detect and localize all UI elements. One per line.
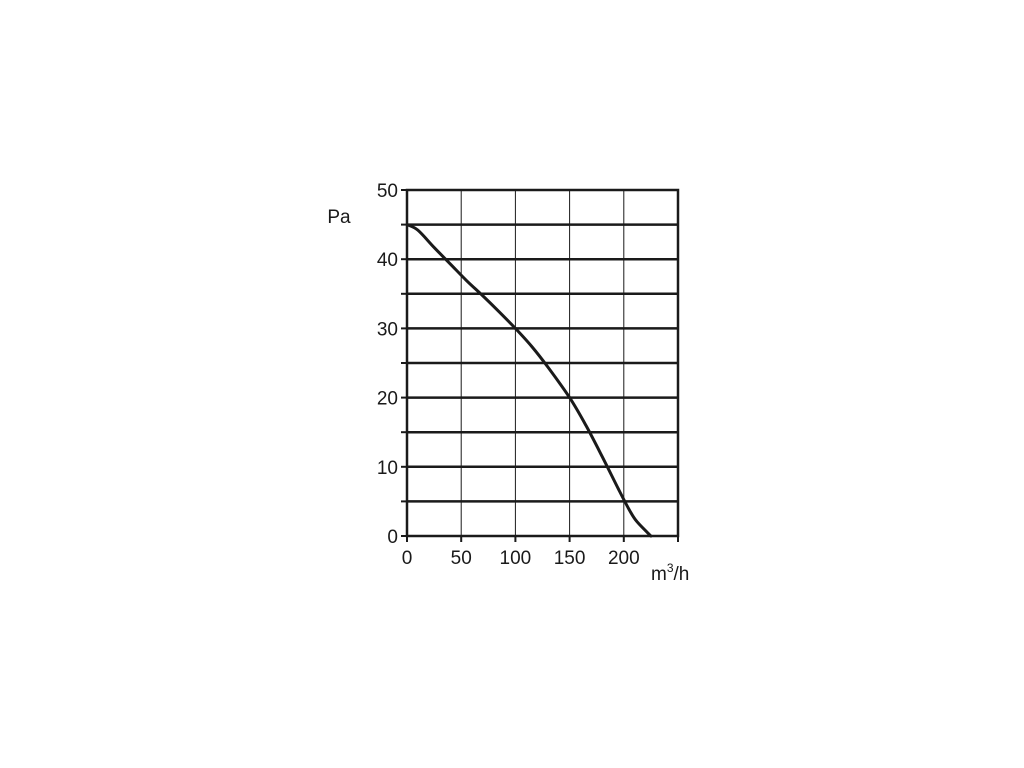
series-line — [405, 223, 653, 538]
y-tick-label: 20 — [377, 389, 398, 410]
x-tick-label: 50 — [451, 548, 472, 569]
x-axis-label: m3/h — [651, 561, 689, 585]
x-tick-label: 100 — [500, 548, 532, 569]
y-tick-label: 0 — [387, 527, 398, 548]
y-tick-labels: 0 10 20 30 40 50 — [377, 181, 398, 548]
x-tick-label: 0 — [402, 548, 413, 569]
x-axis-label-superscript: 3 — [667, 561, 674, 575]
x-tick-label: 200 — [608, 548, 640, 569]
chart-frame — [401, 188, 680, 542]
y-axis-label: Pa — [327, 207, 351, 228]
chart-grid — [407, 190, 678, 536]
x-axis-label-suffix: /h — [674, 564, 690, 585]
x-tick-labels: 0 50 100 150 200 — [402, 548, 640, 569]
y-tick-label: 30 — [377, 319, 398, 340]
y-tick-label: 40 — [377, 250, 398, 271]
chart-series — [405, 223, 653, 538]
y-tick-label: 50 — [377, 181, 398, 202]
x-tick-label: 150 — [554, 548, 586, 569]
y-tick-label: 10 — [377, 458, 398, 479]
x-axis-label-base: m — [651, 564, 667, 585]
